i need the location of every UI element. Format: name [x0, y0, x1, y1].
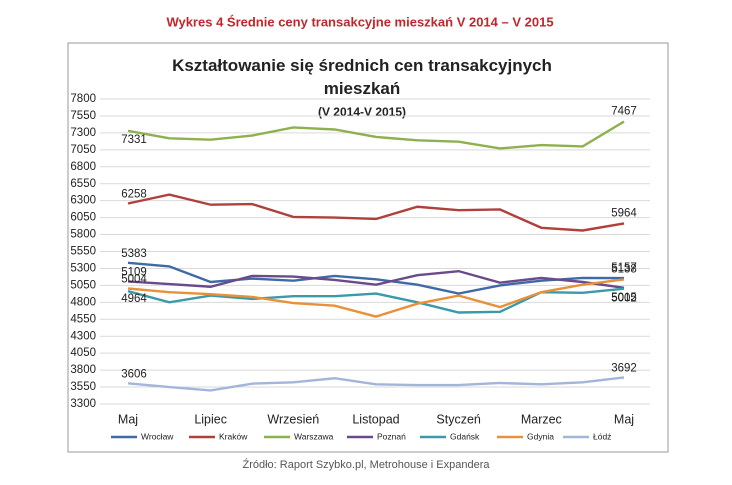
value-label: 5138 [611, 263, 637, 275]
y-tick-label: 3300 [70, 398, 96, 410]
value-label: 5157 [611, 262, 637, 274]
y-tick-label: 7550 [70, 110, 96, 122]
series-line [127, 261, 625, 295]
y-tick-label: 3550 [70, 381, 96, 393]
source: Źródło: Raport Szybko.pl, Metrohouse i E… [242, 458, 490, 471]
x-tick-label: Maj [614, 412, 634, 426]
y-tick-label: 4550 [70, 313, 96, 325]
value-label: 3606 [121, 368, 147, 380]
x-tick-label: Listopad [352, 412, 399, 426]
value-label: 5109 [121, 266, 147, 278]
y-tick-label: 5800 [70, 229, 96, 241]
x-tick-label: Wrzesień [267, 412, 319, 426]
series-line [127, 193, 625, 232]
chart-subtitle: (V 2014-V 2015) [318, 105, 406, 119]
y-tick-label: 4050 [70, 347, 96, 359]
caption: Wykres 4 Średnie ceny transakcyjne miesz… [166, 14, 553, 29]
value-label: 5964 [611, 207, 637, 219]
x-tick-label: Lipiec [194, 412, 227, 426]
value-label: 5015 [611, 292, 637, 304]
y-tick-label: 5550 [70, 246, 96, 258]
y-tick-label: 7800 [70, 93, 96, 105]
value-label: 3692 [611, 362, 637, 374]
series-line [127, 120, 625, 150]
value-label: 4964 [121, 293, 147, 305]
legend-label: Warszawa [294, 431, 334, 441]
y-tick-label: 6800 [70, 161, 96, 173]
value-label: 7331 [121, 134, 147, 146]
y-tick-label: 3800 [70, 364, 96, 376]
y-tick-label: 6050 [70, 212, 96, 224]
x-tick-label: Maj [118, 412, 138, 426]
legend-label: Gdynia [527, 431, 554, 441]
legend-label: Łódź [593, 431, 611, 441]
y-tick-label: 6550 [70, 178, 96, 190]
y-tick-label: 7300 [70, 127, 96, 139]
y-tick-label: 5050 [70, 279, 96, 291]
y-tick-label: 4300 [70, 330, 96, 342]
x-tick-label: Styczeń [436, 412, 481, 426]
value-label: 6258 [121, 189, 147, 201]
value-label: 5383 [121, 248, 147, 260]
series-line [127, 269, 625, 289]
y-tick-label: 5300 [70, 262, 96, 274]
legend-label: Gdańsk [450, 431, 480, 441]
legend-label: Poznań [377, 431, 406, 441]
y-tick-label: 4800 [70, 296, 96, 308]
value-label: 5004 [121, 274, 147, 286]
y-tick-label: 6300 [70, 195, 96, 207]
value-label: 7467 [611, 106, 637, 118]
legend-label: Kraków [219, 431, 248, 441]
series-line [127, 278, 625, 318]
chart-title: Kształtowanie się średnich cen transakcy… [172, 56, 552, 98]
value-label: 5002 [611, 293, 637, 305]
x-tick-label: Marzec [521, 412, 562, 426]
y-tick-label: 7050 [70, 144, 96, 156]
series-line [127, 376, 625, 392]
legend-label: Wrocław [141, 431, 174, 441]
